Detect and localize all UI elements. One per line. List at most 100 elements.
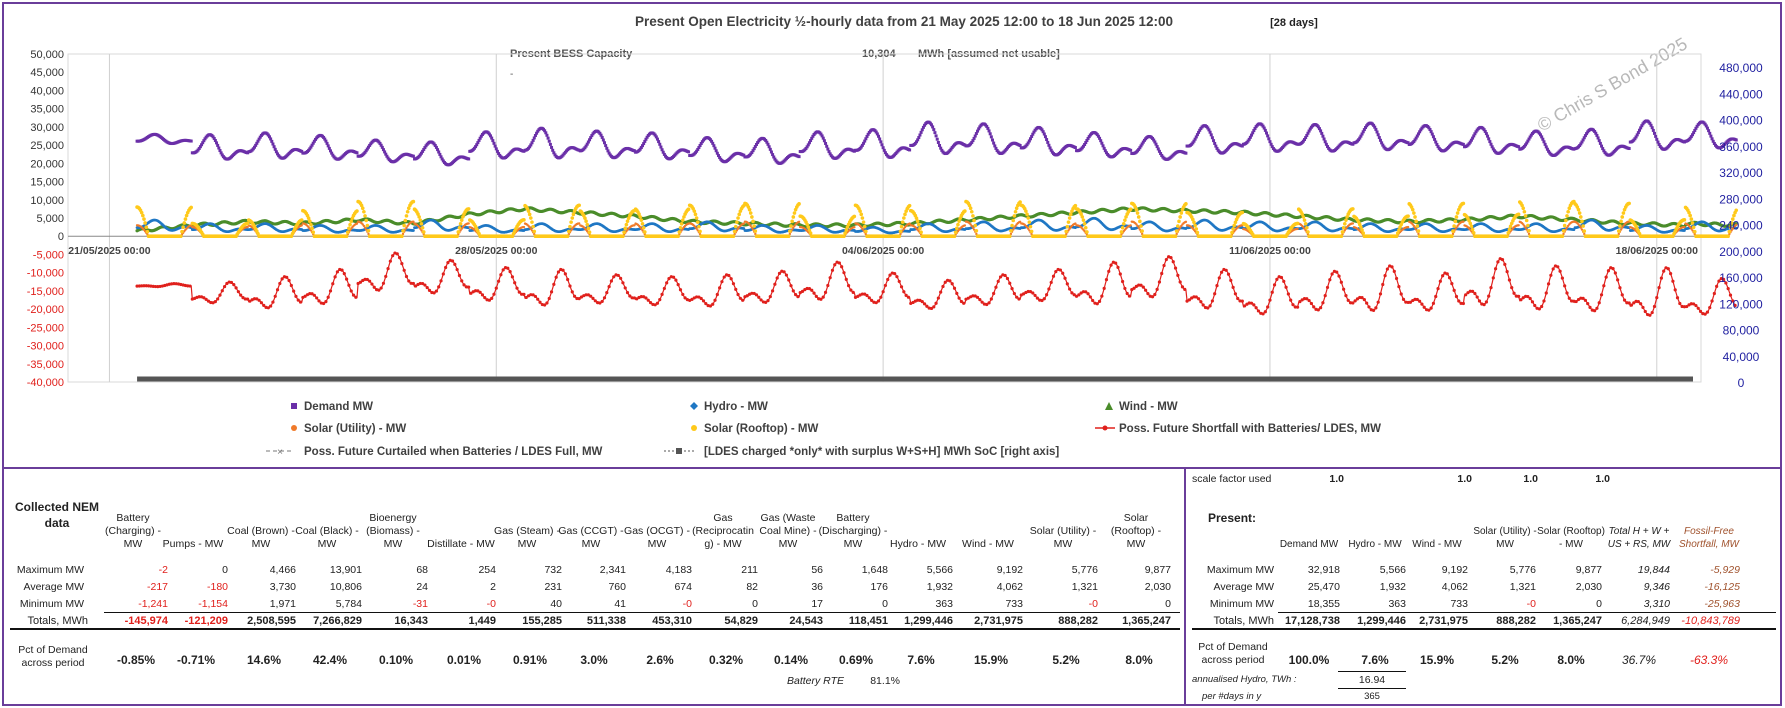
solar-rooftop-series-point [679, 222, 684, 226]
solar-rooftop-series-point [586, 226, 591, 231]
solar-rooftop-series-point [963, 209, 967, 213]
solar-rooftop-series-point [972, 218, 976, 223]
solar-rooftop-series-point [142, 217, 146, 221]
solar-rooftop-series-point [788, 229, 792, 233]
solar-rooftop-series-point [1013, 209, 1018, 214]
solar-rooftop-series-point [181, 225, 185, 230]
solar-rooftop-series-point [686, 207, 691, 212]
solar-rooftop-series-point [1063, 234, 1067, 239]
solar-rooftop-series-point [852, 214, 857, 219]
solar-utility-series-point [963, 224, 967, 227]
solar-rooftop-series-point [678, 225, 683, 230]
solar-rooftop-series-point [747, 207, 752, 212]
chart-title: Present Open Electricity ½-hourly data f… [635, 14, 1173, 29]
solar-rooftop-series-point [1007, 234, 1012, 239]
solar-rooftop-series-point [526, 209, 531, 213]
solar-rooftop-series-point [676, 234, 680, 239]
solar-rooftop-series-point [919, 230, 923, 235]
solar-rooftop-series-point [366, 229, 371, 233]
solar-rooftop-series-point [571, 212, 576, 217]
solar-rooftop-series-point [621, 234, 625, 239]
solar-rooftop-series-point [403, 218, 408, 223]
solar-rooftop-series-point [862, 224, 867, 229]
solar-rooftop-series-point [143, 221, 147, 225]
solar-utility-series-point [1517, 224, 1520, 227]
solar-rooftop-series-point [363, 214, 367, 218]
solar-rooftop-series-point [456, 230, 461, 234]
solar-rooftop-series-point [365, 223, 370, 228]
solar-rooftop-series-point [567, 229, 571, 234]
solar-rooftop-series-point [680, 218, 685, 222]
solar-rooftop-series-point [791, 215, 796, 219]
solar-rooftop-series-point [790, 219, 794, 224]
solar-utility-series-point [1406, 225, 1410, 229]
solar-rooftop-series-point [145, 229, 150, 234]
solar-rooftop-series-point [807, 228, 812, 232]
solar-rooftop-series-point [421, 230, 426, 234]
solar-rooftop-series-point [1011, 218, 1016, 223]
solar-rooftop-series-point [1024, 209, 1028, 213]
solar-rooftop-series-point [695, 220, 700, 224]
solar-rooftop-series-point [694, 216, 699, 220]
solar-rooftop-series-point [348, 222, 352, 227]
solar-rooftop-series-point [565, 234, 570, 239]
solar-rooftop-series-point [789, 224, 793, 228]
solar-rooftop-series-point [898, 229, 903, 234]
solar-rooftop-series-point [953, 230, 958, 235]
bess-dash: - [510, 69, 513, 80]
solar-rooftop-series-point [527, 212, 532, 217]
solar-rooftop-series-point [859, 212, 864, 217]
solar-rooftop-series-point [1027, 220, 1032, 224]
solar-rooftop-series-point [400, 234, 404, 239]
solar-utility-series-point [1462, 220, 1465, 223]
solar-rooftop-series-point [900, 220, 905, 224]
solar-rooftop-series-point [907, 203, 912, 208]
solar-rooftop-series-point [577, 203, 581, 208]
solar-rooftop-series-point [955, 226, 959, 231]
solar-rooftop-series-point [971, 214, 975, 218]
solar-rooftop-series-point [189, 205, 193, 210]
solar-rooftop-series-point [401, 229, 405, 233]
solar-rooftop-series-point [797, 202, 801, 206]
solar-rooftop-series-point [1009, 229, 1013, 233]
solar-rooftop-series-point [141, 213, 145, 218]
solar-rooftop-series-point [897, 234, 902, 239]
solar-rooftop-series-point [570, 216, 575, 220]
solar-rooftop-series-point [347, 226, 351, 231]
solar-rooftop-series-point [1018, 200, 1022, 204]
solar-rooftop-series-point [732, 229, 737, 234]
solar-rooftop-series-point [1029, 229, 1034, 234]
solar-rooftop-series-point [402, 223, 406, 228]
solar-rooftop-series-point [642, 230, 647, 234]
solar-rooftop-series-point [459, 218, 464, 222]
solar-rooftop-series-point [752, 224, 756, 228]
solar-rooftop-series-point [698, 229, 702, 234]
solar-rooftop-series-point [1065, 224, 1070, 229]
solar-rooftop-series-point [858, 209, 862, 213]
solar-rooftop-series-point [1012, 214, 1017, 218]
solar-rooftop-series-point [692, 209, 697, 213]
solar-rooftop-series-point [404, 214, 409, 218]
solar-rooftop-series-point [640, 222, 645, 226]
solar-rooftop-series-point [748, 211, 753, 215]
solar-rooftop-series-point [311, 230, 316, 235]
solar-rooftop-series-point [299, 218, 304, 222]
solar-rooftop-series-point [309, 222, 313, 227]
solar-utility-series-point [1184, 220, 1188, 224]
solar-rooftop-series-point [861, 220, 866, 224]
solar-rooftop-series-point [733, 224, 738, 229]
solar-rooftop-series-point [956, 222, 960, 227]
solar-utility-series-point [797, 220, 801, 224]
solar-rooftop-series-point [411, 199, 416, 204]
solar-rooftop-series-point [638, 215, 642, 219]
solar-rooftop-series-point [1028, 224, 1033, 229]
solar-rooftop-series-point [458, 222, 463, 226]
solar-rooftop-series-point [345, 230, 350, 235]
solar-rooftop-series-point [417, 215, 421, 219]
solar-rooftop-series-point [973, 223, 978, 228]
solar-rooftop-series-point [1026, 216, 1030, 220]
solar-rooftop-series-point [307, 219, 312, 224]
solar-rooftop-series-point [639, 218, 644, 222]
solar-utility-series-point [467, 222, 470, 225]
hydro-series-point [411, 229, 415, 232]
